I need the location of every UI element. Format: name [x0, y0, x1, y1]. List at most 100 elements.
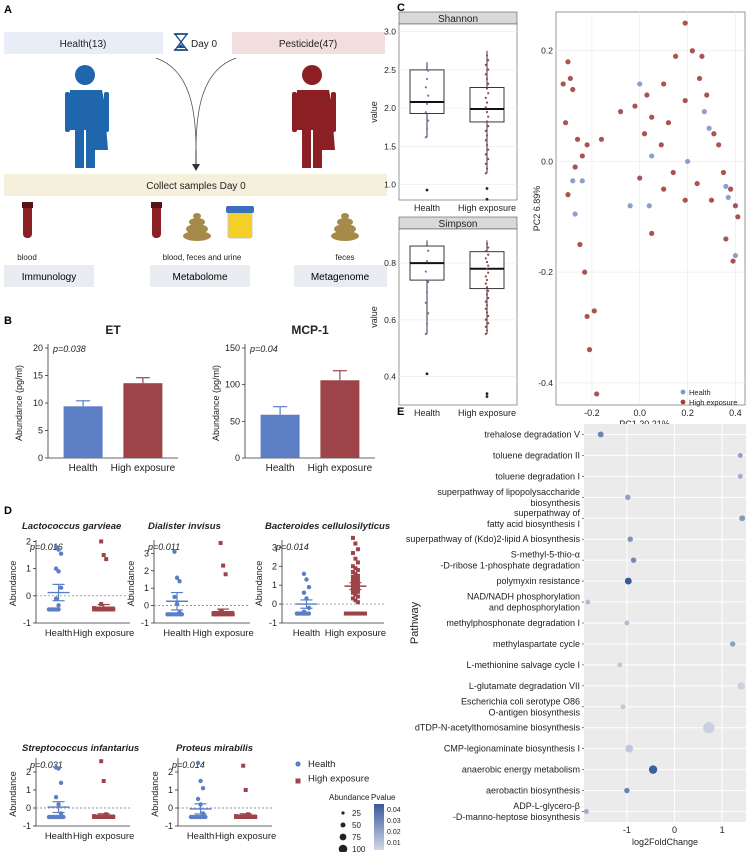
pathway-label-line: trehalose degradation V [484, 429, 580, 439]
pcoa-point-high-exposure [711, 131, 717, 137]
jitter-point [487, 157, 490, 161]
jitter-point [485, 286, 489, 289]
pcoa-point-high-exposure [665, 120, 672, 126]
pathway-point [624, 620, 630, 626]
y-tick-label: 1 [26, 564, 31, 574]
pathway-point [627, 536, 633, 542]
collect-samples-banner [4, 174, 387, 196]
pathway-point [597, 431, 604, 438]
size-legend-label: 75 [352, 833, 361, 842]
pcoa-point-high-exposure [696, 75, 703, 82]
pcoa-point-high-exposure [730, 258, 736, 264]
y-tick-label: 5 [38, 426, 43, 436]
data-point-health [200, 786, 206, 791]
pcoa-point-high-exposure [632, 103, 638, 109]
pcoa-point-high-exposure [579, 153, 585, 159]
y-tick-label: -0.2 [538, 267, 553, 277]
y-tick-label: 100 [225, 380, 240, 390]
pcoa-point-health [570, 178, 576, 184]
data-point-health [53, 596, 59, 601]
y-tick-label: 0.8 [384, 258, 396, 268]
data-point-high-exposure [350, 569, 355, 574]
sample-caption-metabolome: blood, feces and urine [163, 253, 242, 262]
jitter-point [485, 54, 489, 57]
x-category-label: High exposure [73, 628, 134, 639]
panel-label-e: E [397, 406, 404, 418]
jitter-point [485, 311, 489, 314]
box-iqr [409, 69, 445, 114]
x-category-label: High exposure [308, 463, 373, 474]
jitter-point [485, 143, 489, 147]
data-point-high-exposure [353, 541, 358, 546]
dot-plot-3: Streptococcus infantarius p=0.031 -1 0 1 2 Abu… [8, 743, 139, 842]
jitter-point [487, 59, 490, 62]
pathway-label-line: toluene degradation I [495, 471, 580, 481]
data-point-health [61, 814, 66, 820]
data-point-high-exposure [353, 566, 358, 571]
data-point-health [301, 590, 307, 595]
jitter-point [424, 332, 427, 336]
jitter-point [485, 87, 489, 90]
panel-label-c: C [397, 2, 405, 14]
data-point-high-exposure [355, 600, 360, 605]
colorbar-tick-label: 0.02 [387, 829, 401, 836]
data-point-health [58, 585, 64, 590]
pcoa-point-high-exposure [644, 92, 650, 98]
dot-plot-1: Dialister invisus p=0.011 -1 0 1 2 3 Abundance H… [126, 521, 254, 639]
pvalue-colorbar: Pvalue 0.04 0.03 0.02 0.01 [371, 793, 401, 850]
pcoa-point-health [725, 194, 731, 201]
data-point-health [304, 577, 309, 582]
y-tick-label: -1 [141, 618, 149, 628]
metabolome-box [150, 265, 250, 287]
flow-arrowhead [192, 164, 200, 171]
data-point-high-exposure [355, 573, 360, 578]
pcoa-point-high-exposure [658, 142, 664, 148]
data-point-high-exposure [218, 608, 223, 613]
pcoa-point-high-exposure [728, 186, 734, 192]
pathway-label-line: NAD/NADH phosphorylation [467, 592, 580, 602]
pcoa-point-high-exposure [649, 114, 655, 120]
y-tick-label: 0 [26, 803, 31, 813]
data-point-health [56, 766, 61, 771]
data-point-high-exposure [358, 611, 363, 616]
jitter-point [484, 96, 487, 99]
x-category-label: High exposure [111, 463, 176, 474]
colorbar-tick-label: 0.03 [387, 818, 401, 825]
pvalue-label: p=0.014 [275, 542, 309, 552]
pcoa-point-health [646, 203, 652, 209]
data-point-high-exposure [355, 577, 360, 582]
jitter-point [484, 300, 487, 303]
pcoa-point-high-exposure [708, 197, 715, 203]
y-axis-label: value [369, 101, 379, 123]
immunology-label: Immunology [22, 272, 76, 283]
y-tick-label: 1 [168, 785, 173, 795]
data-point-high-exposure [353, 579, 358, 584]
pathway-label: methylaspartate cycle [493, 639, 580, 649]
pcoa-point-high-exposure [694, 180, 700, 187]
x-category-label: Health [45, 831, 72, 842]
pathway-point [585, 599, 591, 605]
panel-label-a: A [4, 4, 12, 16]
x-category-label: Health [69, 463, 98, 474]
pathway-label-line: superpathway of (Kdo)2-lipid A biosynthe… [406, 534, 581, 544]
y-axis-label: Abundance [150, 771, 160, 817]
data-point-high-exposure [108, 607, 113, 612]
species-title: Streptococcus infantarius [22, 743, 139, 754]
jitter-point [487, 148, 490, 151]
jitter-point [485, 167, 489, 170]
jitter-point [425, 291, 429, 294]
y-tick-label: -1 [23, 821, 31, 831]
jitter-point [485, 134, 489, 137]
jitter-point [424, 270, 427, 273]
data-point-high-exposure [223, 572, 228, 577]
y-tick-label: 15 [33, 371, 43, 381]
data-point-health [179, 612, 185, 617]
species-title: Dialister invisus [148, 521, 221, 532]
data-point-health [195, 796, 201, 802]
data-point-high-exposure [348, 611, 353, 616]
jitter-point [425, 102, 429, 106]
y-tick-label: 1.5 [384, 141, 396, 151]
data-point-high-exposure [353, 571, 358, 576]
pcoa-point-health [627, 203, 633, 209]
y-tick-label: 3.0 [384, 27, 396, 37]
